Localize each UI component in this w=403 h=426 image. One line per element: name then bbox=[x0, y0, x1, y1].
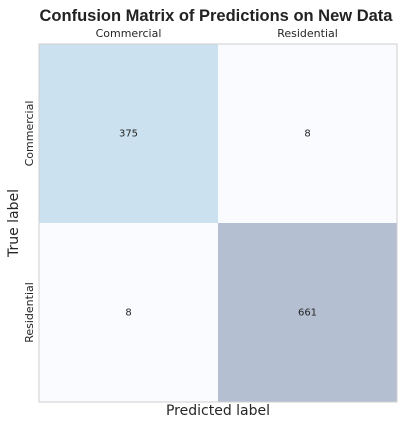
x-tick-labels: Commercial Residential bbox=[96, 27, 338, 40]
x-axis-label: Predicted label bbox=[166, 403, 270, 419]
y-axis-label: True label bbox=[6, 189, 22, 258]
cell-value-0-0: 375 bbox=[119, 129, 138, 140]
plot-frame bbox=[38, 43, 398, 403]
heatmap-cell-0-0 bbox=[39, 44, 218, 223]
cell-value-1-0: 8 bbox=[125, 308, 131, 319]
y-tick-labels: Commercial Residential bbox=[23, 101, 36, 343]
x-tick-label-1: Residential bbox=[277, 27, 338, 40]
cell-value-labels: 375 8 8 661 bbox=[119, 129, 317, 319]
heatmap-cells bbox=[39, 44, 397, 402]
chart-title: Confusion Matrix of Predictions on New D… bbox=[40, 7, 394, 25]
cell-value-0-1: 8 bbox=[304, 129, 310, 140]
y-tick-label-0: Commercial bbox=[23, 101, 36, 167]
x-tick-label-0: Commercial bbox=[96, 27, 162, 40]
y-tick-label-1: Residential bbox=[23, 282, 36, 343]
heatmap-cell-1-0 bbox=[39, 223, 218, 402]
heatmap-cell-1-1 bbox=[218, 223, 397, 402]
cell-value-1-1: 661 bbox=[298, 308, 317, 319]
heatmap-cell-0-1 bbox=[218, 44, 397, 223]
